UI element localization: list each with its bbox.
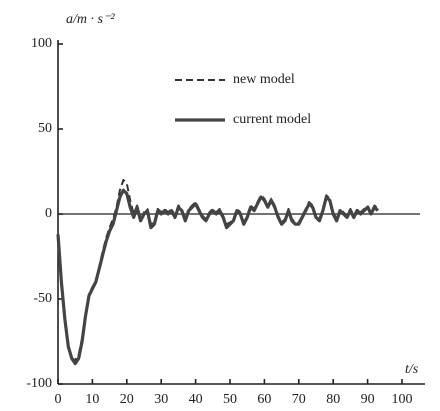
x-tick-label: 20 xyxy=(120,392,134,407)
y-tick-label: -100 xyxy=(26,376,52,391)
line-series xyxy=(56,188,380,366)
x-tick-label: 30 xyxy=(154,392,168,407)
x-axis-label: t/s xyxy=(405,362,419,377)
x-tick-label: 80 xyxy=(326,392,340,407)
y-tick-label: 100 xyxy=(31,36,52,51)
legend-label: current model xyxy=(233,112,311,127)
x-tick-label: 70 xyxy=(292,392,306,407)
x-tick-label: 50 xyxy=(223,392,237,407)
x-tick-label: 40 xyxy=(189,392,203,407)
y-tick-label: 0 xyxy=(45,206,52,221)
x-tick-label: 90 xyxy=(361,392,375,407)
y-axis-label: a/m · s⁻² xyxy=(66,12,115,27)
y-tick-label: -50 xyxy=(33,291,52,306)
x-tick-label: 60 xyxy=(257,392,271,407)
y-tick-label: 50 xyxy=(38,121,52,136)
x-tick-label: 0 xyxy=(55,392,62,407)
x-tick-label: 10 xyxy=(85,392,99,407)
x-tick-label: 100 xyxy=(392,392,413,407)
legend-label: new model xyxy=(233,72,295,87)
